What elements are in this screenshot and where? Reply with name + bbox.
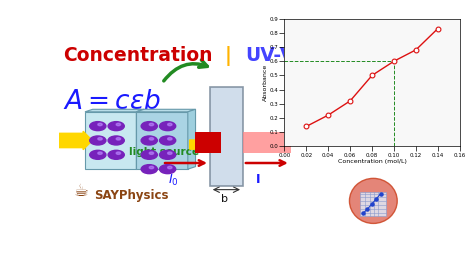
Circle shape [90, 122, 106, 131]
Circle shape [141, 165, 157, 174]
Circle shape [116, 123, 120, 126]
Circle shape [90, 136, 106, 145]
Circle shape [116, 152, 120, 154]
Circle shape [98, 152, 102, 154]
FancyBboxPatch shape [360, 192, 386, 216]
Circle shape [108, 122, 124, 131]
Text: I: I [256, 173, 260, 186]
Point [359, 211, 367, 215]
Text: $I_0$: $I_0$ [168, 173, 178, 188]
Text: |: | [312, 46, 332, 66]
Point [302, 124, 310, 128]
Circle shape [168, 138, 172, 140]
Circle shape [160, 136, 176, 145]
Circle shape [160, 165, 176, 174]
Point [364, 207, 371, 211]
Circle shape [149, 138, 154, 140]
Circle shape [141, 122, 157, 131]
Point [368, 202, 376, 206]
Circle shape [108, 136, 124, 145]
Circle shape [98, 138, 102, 140]
Circle shape [149, 166, 154, 169]
Text: ☕: ☕ [74, 182, 89, 200]
Circle shape [168, 123, 172, 126]
Circle shape [141, 136, 157, 145]
Point [434, 26, 442, 31]
Text: UV-Vis: UV-Vis [246, 46, 312, 65]
Polygon shape [85, 109, 144, 112]
FancyArrowPatch shape [164, 60, 207, 81]
Polygon shape [137, 109, 144, 169]
Polygon shape [137, 112, 188, 169]
Circle shape [149, 123, 154, 126]
Text: light source: light source [129, 147, 199, 157]
Point [324, 113, 332, 117]
Point [412, 48, 419, 52]
Text: |: | [212, 46, 246, 66]
Circle shape [160, 150, 176, 159]
Polygon shape [137, 109, 196, 112]
FancyBboxPatch shape [210, 87, 243, 186]
Text: Concentration: Concentration [63, 46, 212, 65]
Circle shape [116, 138, 120, 140]
Polygon shape [85, 112, 137, 169]
Text: SAYPhysics: SAYPhysics [94, 189, 169, 202]
Circle shape [168, 152, 172, 154]
Point [368, 73, 376, 77]
FancyArrow shape [190, 138, 212, 151]
Circle shape [90, 150, 106, 159]
Text: OriginLab: OriginLab [332, 46, 435, 65]
Circle shape [141, 150, 157, 159]
Point [346, 99, 354, 103]
Circle shape [160, 122, 176, 131]
Circle shape [149, 152, 154, 154]
Text: b: b [221, 194, 228, 204]
Text: detector: detector [301, 124, 352, 134]
Point [390, 59, 398, 63]
Text: $A=c\epsilon b$: $A=c\epsilon b$ [63, 89, 161, 115]
FancyBboxPatch shape [195, 132, 221, 153]
Circle shape [108, 150, 124, 159]
Polygon shape [188, 109, 196, 169]
FancyArrow shape [59, 131, 92, 150]
Circle shape [98, 123, 102, 126]
Point [373, 197, 380, 201]
Ellipse shape [349, 178, 397, 223]
FancyBboxPatch shape [243, 132, 291, 153]
Point [377, 192, 384, 196]
Circle shape [168, 166, 172, 169]
Y-axis label: Absorbance: Absorbance [263, 64, 268, 101]
X-axis label: Concentration (mol/L): Concentration (mol/L) [337, 159, 407, 164]
